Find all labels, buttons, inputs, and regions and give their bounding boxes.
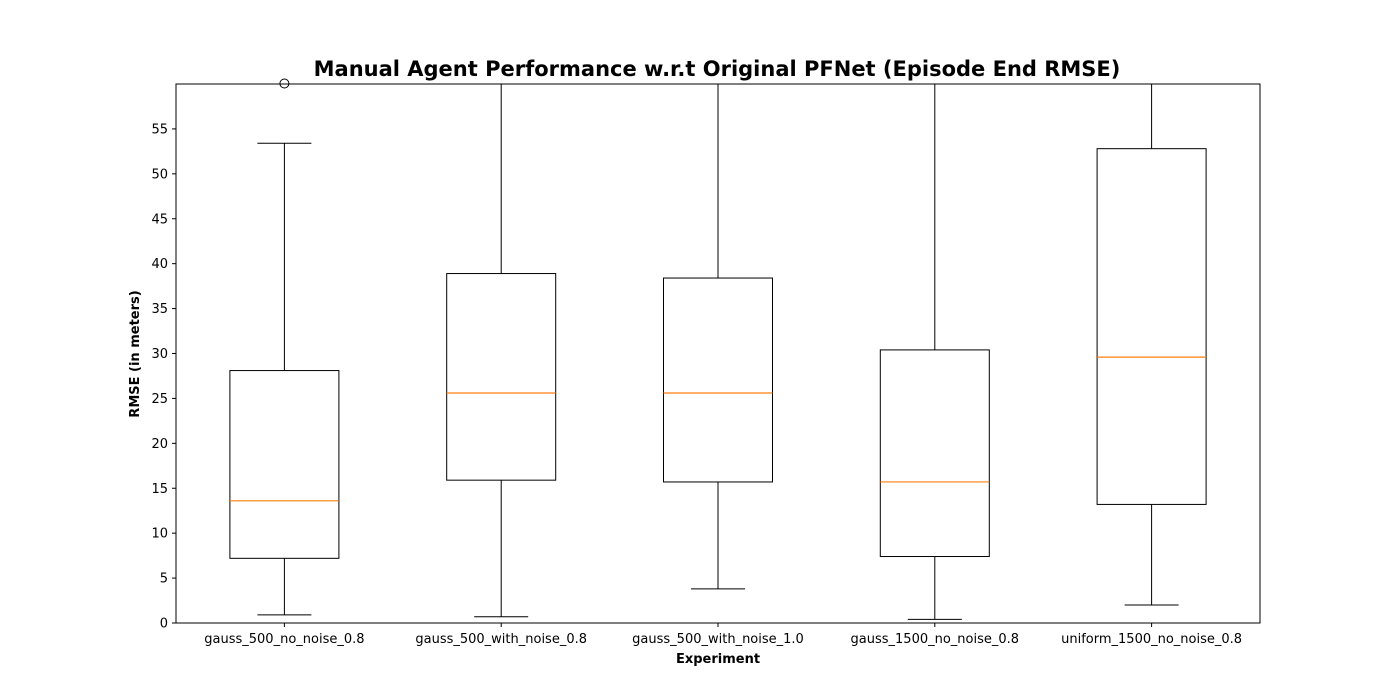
y-tick-label: 40 <box>151 257 168 272</box>
y-tick-label: 50 <box>151 167 168 182</box>
x-tick-label: uniform_1500_no_noise_0.8 <box>1061 632 1242 647</box>
x-tick-label: gauss_500_with_noise_1.0 <box>632 632 804 647</box>
iqr-box <box>229 370 340 559</box>
y-tick-label: 0 <box>160 617 168 632</box>
y-tick-label: 25 <box>151 392 168 407</box>
y-tick-label: 30 <box>151 347 168 362</box>
iqr-box <box>879 349 990 558</box>
iqr-box <box>1096 148 1207 505</box>
chart-marks <box>229 78 1207 620</box>
iqr-box <box>663 277 773 483</box>
x-tick-label: gauss_1500_no_noise_0.8 <box>851 632 1020 647</box>
x-axis-label: Experiment <box>676 652 760 667</box>
box-2 <box>446 84 557 618</box>
x-tick-label: gauss_500_no_noise_0.8 <box>204 632 364 647</box>
box-1 <box>229 78 340 616</box>
y-axis-label: RMSE (in meters) <box>128 290 143 417</box>
chart-title: Manual Agent Performance w.r.t Original … <box>314 57 1121 81</box>
y-tick-label: 5 <box>160 572 168 587</box>
y-tick-label: 35 <box>151 302 168 317</box>
x-tick-label: gauss_500_with_noise_0.8 <box>415 632 587 647</box>
y-axis-ticks: 0 5 10 15 20 25 30 35 40 45 50 55 <box>151 122 176 632</box>
box-5 <box>1096 84 1207 606</box>
y-tick-label: 10 <box>151 527 168 542</box>
x-axis-ticks: gauss_500_no_noise_0.8 gauss_500_with_noi… <box>204 623 1242 647</box>
y-tick-label: 20 <box>151 437 168 452</box>
box-4 <box>879 84 990 620</box>
y-tick-label: 45 <box>151 212 168 227</box>
iqr-box <box>446 273 557 481</box>
plot-area-frame <box>175 83 1261 624</box>
y-tick-label: 15 <box>151 482 168 497</box>
box-3 <box>663 84 773 590</box>
y-tick-label: 55 <box>151 122 168 137</box>
